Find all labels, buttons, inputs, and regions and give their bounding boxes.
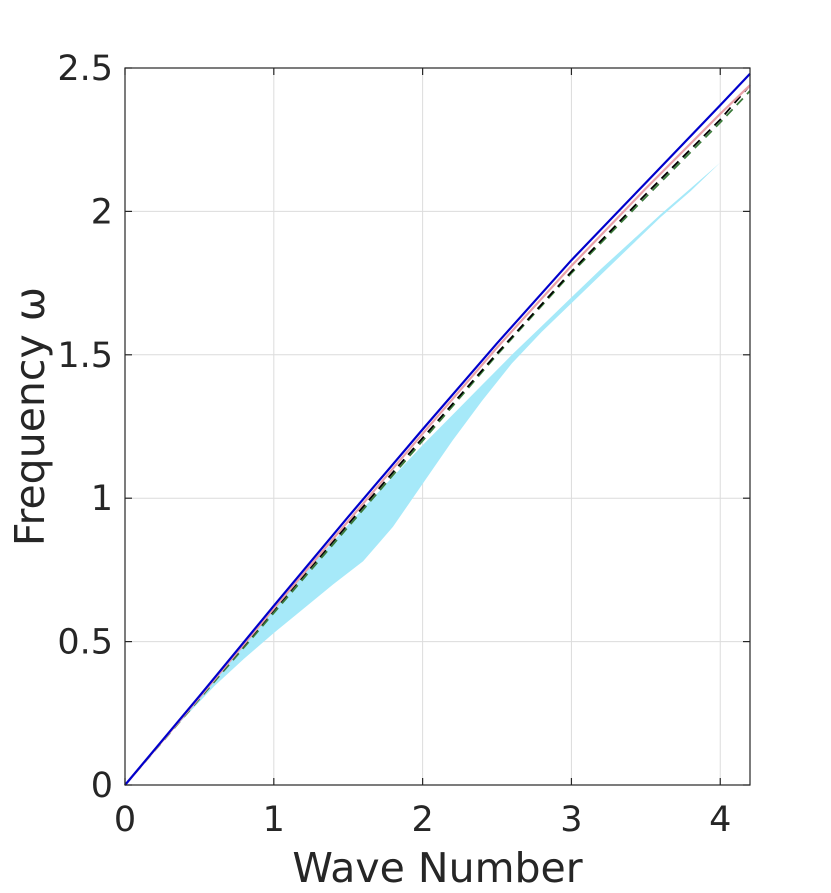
x-tick-label: 0 xyxy=(114,800,136,840)
series-line-3 xyxy=(124,90,751,786)
x-axis-label: Wave Number xyxy=(292,844,582,892)
y-tick-label: 1 xyxy=(91,479,113,519)
y-tick-label: 2 xyxy=(91,192,113,232)
y-axis-label: Frequency ω xyxy=(6,287,54,546)
grid xyxy=(125,68,750,785)
x-tick-label: 3 xyxy=(560,800,582,840)
uncertainty-band xyxy=(125,139,750,785)
y-tick-label: 0 xyxy=(91,766,113,806)
series-layer xyxy=(124,72,751,786)
x-tick-label: 2 xyxy=(411,800,433,840)
y-tick-label: 2.5 xyxy=(57,49,113,89)
series-line-0 xyxy=(124,72,751,786)
y-tick-label: 1.5 xyxy=(57,336,113,376)
y-tick-labels: 0 0.5 1 1.5 2 2.5 xyxy=(57,49,113,806)
y-tick-label: 0.5 xyxy=(57,623,113,663)
x-tick-label: 4 xyxy=(709,800,731,840)
band-layer xyxy=(125,139,750,785)
plot-frame xyxy=(124,67,751,786)
tick-marks xyxy=(124,67,750,786)
x-tick-labels: 0 1 2 3 4 xyxy=(114,800,732,840)
x-tick-label: 1 xyxy=(263,800,285,840)
series-line-1 xyxy=(124,84,751,786)
